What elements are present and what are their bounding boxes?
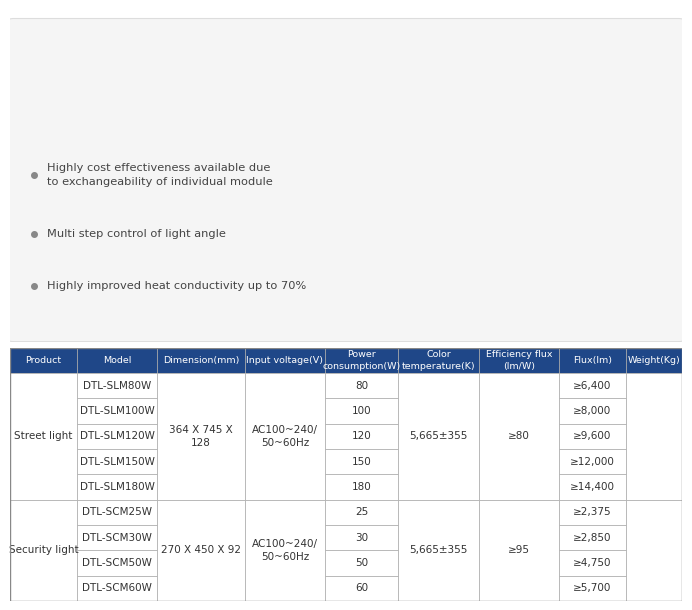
Bar: [325, 525, 399, 550]
Text: 80: 80: [355, 381, 368, 390]
Text: ≥9,600: ≥9,600: [573, 431, 612, 441]
Bar: [559, 576, 626, 601]
Text: Input voltage(V): Input voltage(V): [246, 356, 323, 365]
Text: Color
temperature(K): Color temperature(K): [402, 350, 475, 371]
Text: DTL-SLM100W: DTL-SLM100W: [80, 406, 154, 416]
Bar: [10, 500, 77, 601]
Bar: [626, 348, 682, 373]
Bar: [559, 449, 626, 475]
Bar: [559, 500, 626, 525]
Bar: [325, 348, 399, 373]
Text: ≥14,400: ≥14,400: [570, 482, 615, 492]
Text: ≥80: ≥80: [508, 431, 530, 441]
Text: DTL-SCM30W: DTL-SCM30W: [82, 533, 152, 542]
Text: ≥6,400: ≥6,400: [573, 381, 612, 390]
Bar: [559, 475, 626, 500]
Bar: [325, 500, 399, 525]
Text: DTL-SLM180W: DTL-SLM180W: [80, 482, 154, 492]
Bar: [244, 373, 325, 500]
Bar: [157, 348, 244, 373]
Text: 100: 100: [352, 406, 372, 416]
Bar: [10, 373, 77, 500]
Text: 364 X 745 X
128: 364 X 745 X 128: [169, 425, 233, 448]
Bar: [77, 348, 157, 373]
Bar: [479, 373, 559, 500]
Text: Security light: Security light: [9, 545, 78, 555]
Text: DTL-SCM50W: DTL-SCM50W: [82, 558, 152, 568]
Bar: [325, 550, 399, 576]
Bar: [325, 398, 399, 423]
Text: ≥2,375: ≥2,375: [573, 508, 612, 517]
Bar: [77, 373, 157, 398]
Bar: [626, 500, 682, 601]
Text: 50: 50: [355, 558, 368, 568]
Text: Dimension(mm): Dimension(mm): [163, 356, 239, 365]
Text: Weight(Kg): Weight(Kg): [627, 356, 680, 365]
Text: 30: 30: [355, 533, 368, 542]
Text: Model: Model: [103, 356, 131, 365]
Text: Street light: Street light: [15, 431, 73, 441]
Text: ≥12,000: ≥12,000: [570, 457, 615, 467]
Text: AC100~240/
50~60Hz: AC100~240/ 50~60Hz: [252, 425, 318, 448]
Bar: [77, 550, 157, 576]
Text: Highly improved heat conductivity up to 70%: Highly improved heat conductivity up to …: [47, 281, 307, 291]
Bar: [559, 373, 626, 398]
Text: 150: 150: [352, 457, 372, 467]
FancyBboxPatch shape: [7, 18, 685, 342]
Bar: [77, 500, 157, 525]
Text: 5,665±355: 5,665±355: [410, 545, 468, 555]
Bar: [399, 348, 479, 373]
Bar: [325, 475, 399, 500]
Text: 270 X 450 X 92: 270 X 450 X 92: [161, 545, 241, 555]
Bar: [77, 398, 157, 423]
Bar: [559, 525, 626, 550]
Text: ≥5,700: ≥5,700: [573, 583, 612, 593]
Bar: [325, 373, 399, 398]
Text: DTL-SLM120W: DTL-SLM120W: [80, 431, 154, 441]
Text: Multi step control of light angle: Multi step control of light angle: [47, 229, 226, 239]
Text: Flux(lm): Flux(lm): [573, 356, 612, 365]
Text: Product: Product: [26, 356, 62, 365]
Bar: [77, 576, 157, 601]
Bar: [479, 348, 559, 373]
Text: 60: 60: [355, 583, 368, 593]
Text: AC100~240/
50~60Hz: AC100~240/ 50~60Hz: [252, 539, 318, 562]
Bar: [325, 576, 399, 601]
Bar: [399, 373, 479, 500]
Bar: [626, 373, 682, 500]
Bar: [77, 423, 157, 449]
Bar: [77, 475, 157, 500]
Bar: [559, 550, 626, 576]
Bar: [559, 423, 626, 449]
Text: Power
consumption(W): Power consumption(W): [322, 350, 401, 371]
Bar: [157, 500, 244, 601]
Text: 180: 180: [352, 482, 372, 492]
Bar: [77, 525, 157, 550]
Text: 120: 120: [352, 431, 372, 441]
Text: DTL-SCM25W: DTL-SCM25W: [82, 508, 152, 517]
Bar: [157, 373, 244, 500]
Text: 25: 25: [355, 508, 368, 517]
Text: ≥4,750: ≥4,750: [573, 558, 612, 568]
Bar: [559, 398, 626, 423]
Bar: [479, 500, 559, 601]
Bar: [77, 449, 157, 475]
Bar: [399, 500, 479, 601]
Bar: [244, 500, 325, 601]
Text: DTL-SLM150W: DTL-SLM150W: [80, 457, 154, 467]
Text: ≥8,000: ≥8,000: [574, 406, 612, 416]
Bar: [559, 348, 626, 373]
Text: Efficiency flux
(lm/W): Efficiency flux (lm/W): [486, 350, 552, 371]
Text: DTL-SLM80W: DTL-SLM80W: [83, 381, 151, 390]
Text: Highly cost effectiveness available due
to exchangeability of individual module: Highly cost effectiveness available due …: [47, 163, 273, 187]
Bar: [325, 423, 399, 449]
Text: DTL-SCM60W: DTL-SCM60W: [82, 583, 152, 593]
Bar: [325, 449, 399, 475]
Text: ≥95: ≥95: [508, 545, 530, 555]
Bar: [244, 348, 325, 373]
Text: 5,665±355: 5,665±355: [410, 431, 468, 441]
Text: ≥2,850: ≥2,850: [573, 533, 612, 542]
Bar: [10, 348, 77, 373]
